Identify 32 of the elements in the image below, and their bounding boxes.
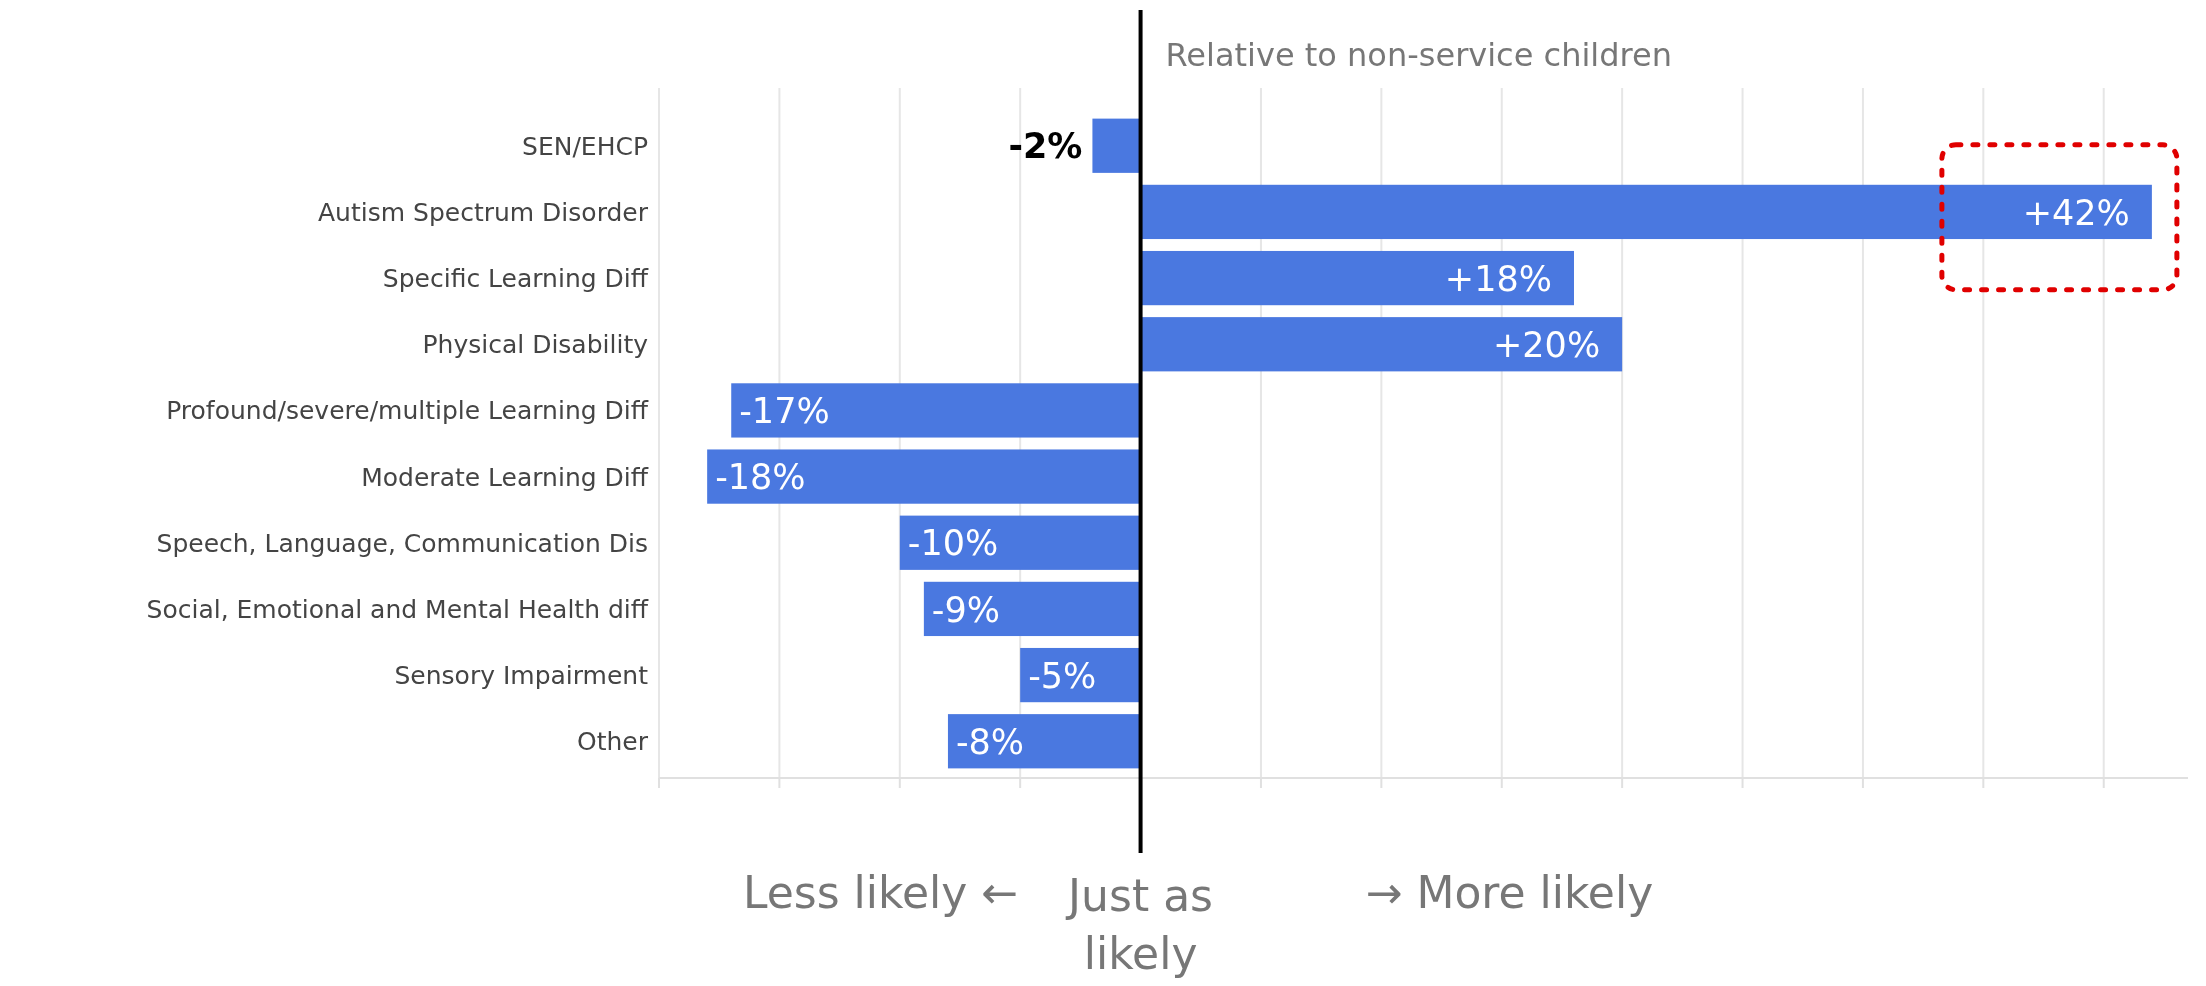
data-label: -9% [931, 589, 1001, 630]
y-tick-label: Moderate Learning Diff [361, 462, 649, 492]
text: Just as likely [1065, 870, 1214, 979]
bar [1140, 250, 1574, 306]
data-label: -8% [955, 721, 1025, 762]
y-tick-label: Profound/severe/multiple Learning Diff [166, 396, 649, 426]
y-tick-label: Other [577, 727, 649, 757]
data-label: -2% [1008, 126, 1083, 167]
bar [731, 383, 1141, 438]
bar [707, 449, 1141, 504]
y-tick-label: Sensory Impairment [394, 661, 649, 691]
data-label: -10% [907, 523, 999, 564]
bar [923, 581, 1141, 637]
data-label: -5% [1028, 655, 1097, 696]
text: Relative to non-service children [1165, 36, 1672, 74]
data-label: -17% [739, 391, 830, 432]
text: Less likely ← [742, 867, 1019, 918]
bar [899, 515, 1141, 570]
bar [1092, 118, 1141, 173]
y-tick-label: Autism Spectrum Disorder [318, 197, 649, 227]
y-tick-label: SEN/EHCP [522, 131, 648, 161]
y-tick-label: Speech, Language, Communication Dis [156, 528, 648, 558]
data-label: +42% [2022, 192, 2130, 233]
y-tick-label: Social, Emotional and Mental Health diff [146, 594, 649, 624]
y-tick-label: Physical Disability [422, 330, 649, 360]
y-tick-label: Specific Learning Diff [382, 264, 649, 294]
bar [947, 714, 1141, 769]
data-label: +18% [1444, 258, 1552, 299]
data-label: -18% [715, 457, 806, 498]
data-label: +20% [1493, 324, 1601, 365]
bar [1140, 317, 1623, 372]
text: → More likely [1365, 867, 1654, 918]
